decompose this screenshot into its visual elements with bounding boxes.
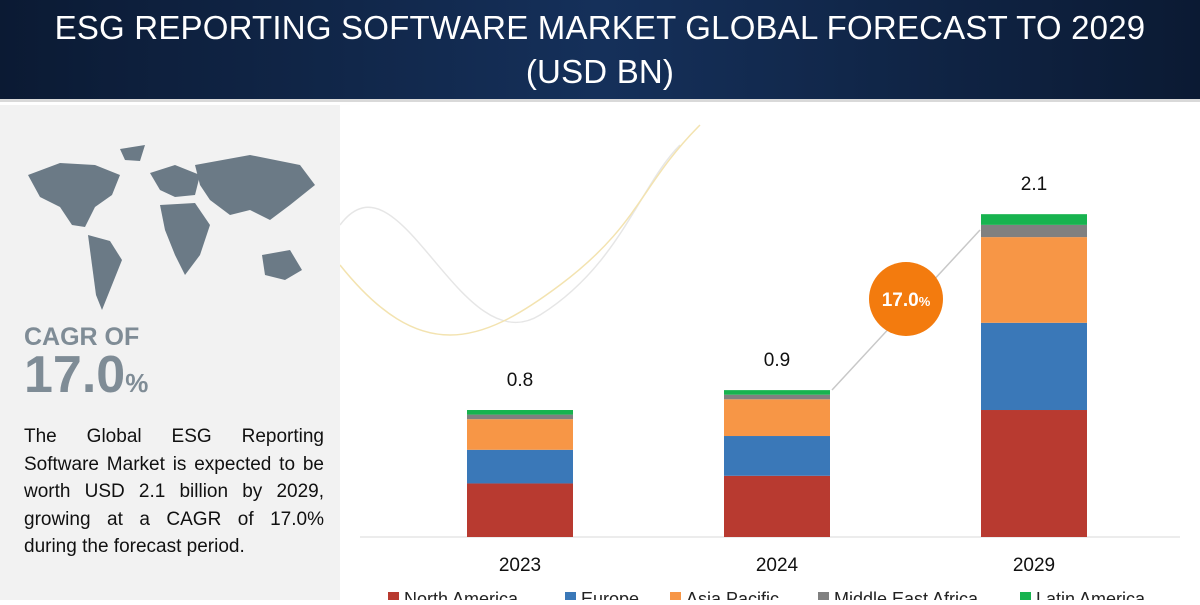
bar-segment-asia-pacific-2029 <box>981 237 1087 323</box>
bar-segment-latin-america-2029 <box>981 214 1087 225</box>
bar-segment-middle-east-africa-2024 <box>724 394 830 400</box>
stacked-bar-chart: 0.8 2023 0.9 2024 2.1 2029 17.0% North Americ… <box>339 105 1200 605</box>
bar-segment-asia-pacific-2023 <box>467 419 573 450</box>
legend-label: Europe <box>581 589 639 600</box>
legend-label: Asia Pacific <box>686 589 779 600</box>
cagr-label: CAGR OF <box>24 323 140 351</box>
bar-segment-north-america-2029 <box>981 410 1087 537</box>
cagr-number: 17.0 <box>24 346 126 404</box>
title-line-1: ESG REPORTING SOFTWARE MARKET GLOBAL FOR… <box>54 9 1146 46</box>
legend-swatch <box>388 592 399 603</box>
market-description: The Global ESG Reporting Software Market… <box>24 426 324 557</box>
legend-label: North America <box>404 589 519 600</box>
cagr-badge-value: 17.0 <box>882 290 919 311</box>
legend-swatch <box>670 592 681 603</box>
svg-text:17.0%: 17.0% <box>882 290 931 311</box>
bar-segment-asia-pacific-2024 <box>724 399 830 437</box>
decor-curve <box>339 144 681 324</box>
world-map-icon <box>28 145 315 310</box>
bar-segment-latin-america-2024 <box>724 390 830 395</box>
bar-segment-middle-east-africa-2023 <box>467 414 573 420</box>
total-label-2024: 0.9 <box>764 350 790 371</box>
cagr-value: 17.0% <box>24 345 148 405</box>
cagr-unit: % <box>125 368 149 398</box>
legend-swatch <box>818 592 829 603</box>
bar-segment-north-america-2024 <box>724 475 830 537</box>
legend-label: Middle East Africa <box>834 589 979 600</box>
bar-segment-europe-2029 <box>981 322 1087 411</box>
bar-segment-middle-east-africa-2029 <box>981 224 1087 238</box>
bar-segment-europe-2024 <box>724 436 830 476</box>
bar-segment-latin-america-2023 <box>467 410 573 415</box>
legend-label: Latin America <box>1036 589 1146 600</box>
title-line-2: (USD BN) <box>525 53 675 90</box>
cagr-badge-unit: % <box>919 294 931 309</box>
legend-swatch <box>1020 592 1031 603</box>
header-banner: ESG REPORTING SOFTWARE MARKET GLOBAL FOR… <box>0 0 1200 102</box>
total-label-2029: 2.1 <box>1021 174 1047 195</box>
cagr-badge-circle <box>869 262 943 336</box>
left-panel: CAGR OF 17.0% The Global ESG Reporting S… <box>0 105 340 600</box>
decor-curve <box>339 124 701 336</box>
total-label-2023: 0.8 <box>507 370 533 391</box>
x-tick-2024: 2024 <box>756 555 799 576</box>
bar-segment-europe-2023 <box>467 449 573 484</box>
legend-swatch <box>565 592 576 603</box>
bar-segment-north-america-2023 <box>467 483 573 537</box>
cagr-badge: 17.0% <box>869 262 943 336</box>
chart-svg: 0.8 2023 0.9 2024 2.1 2029 17.0% North Americ… <box>339 124 1180 605</box>
x-tick-2029: 2029 <box>1013 555 1055 576</box>
x-tick-2023: 2023 <box>499 555 541 576</box>
